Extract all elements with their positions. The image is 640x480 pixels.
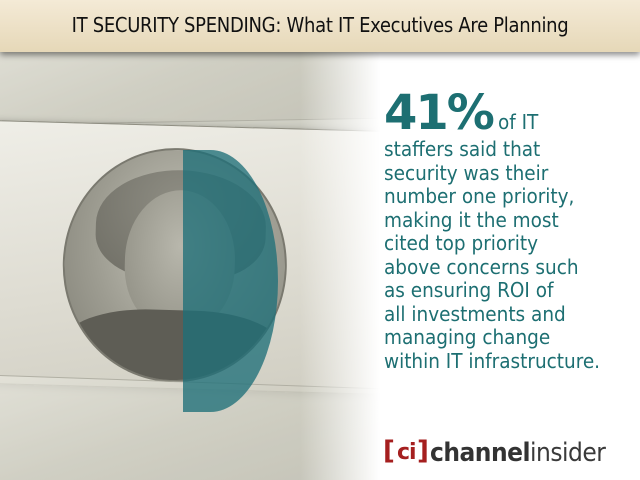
stat-line: as ensuring ROI of [384,278,554,302]
stat-line: number one priority, [384,184,575,208]
stat-line: managing change [384,325,551,349]
title-bar: IT SECURITY SPENDING: What IT Executives… [0,0,640,52]
stat-line: security was their [384,160,549,185]
page-title: IT SECURITY SPENDING: What IT Executives… [71,13,569,37]
logo-bracket-left: [ [383,436,395,466]
image-fade [300,52,380,480]
teal-half-oval [183,150,278,412]
stat-value: 41% [384,85,495,141]
stat-line: making it the most [384,207,559,232]
stat-headline: 41% of IT [384,88,634,138]
stat-line: within IT infrastructure. [384,348,601,373]
logo-mark: ci [397,440,417,465]
stat-block: 41% of IT staffers said that security wa… [384,88,634,373]
logo-bracket-right: ] [417,436,429,466]
stat-line: staffers said that [384,137,541,161]
stat-lead: of IT [497,110,539,134]
logo-name-insider: insider [530,438,606,468]
teal-highlight-overlay [183,130,333,415]
logo-name-channel: channel [430,438,531,468]
currency-image [0,52,380,480]
channel-insider-logo: [ ci ] channelinsider [383,434,633,468]
stat-line: all investments and [384,301,566,326]
stat-line: cited top priority [384,231,539,255]
stat-line: above concerns such [384,254,579,279]
logo-name: channelinsider [430,438,606,468]
